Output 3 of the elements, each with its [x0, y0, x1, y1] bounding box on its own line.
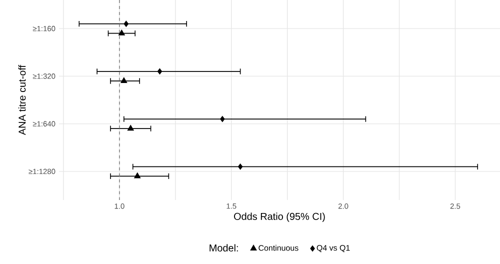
- x-axis-title: Odds Ratio (95% CI): [234, 212, 325, 222]
- y-axis-title: ANA titre cut-off: [18, 64, 26, 136]
- legend-title: Model:: [210, 244, 238, 252]
